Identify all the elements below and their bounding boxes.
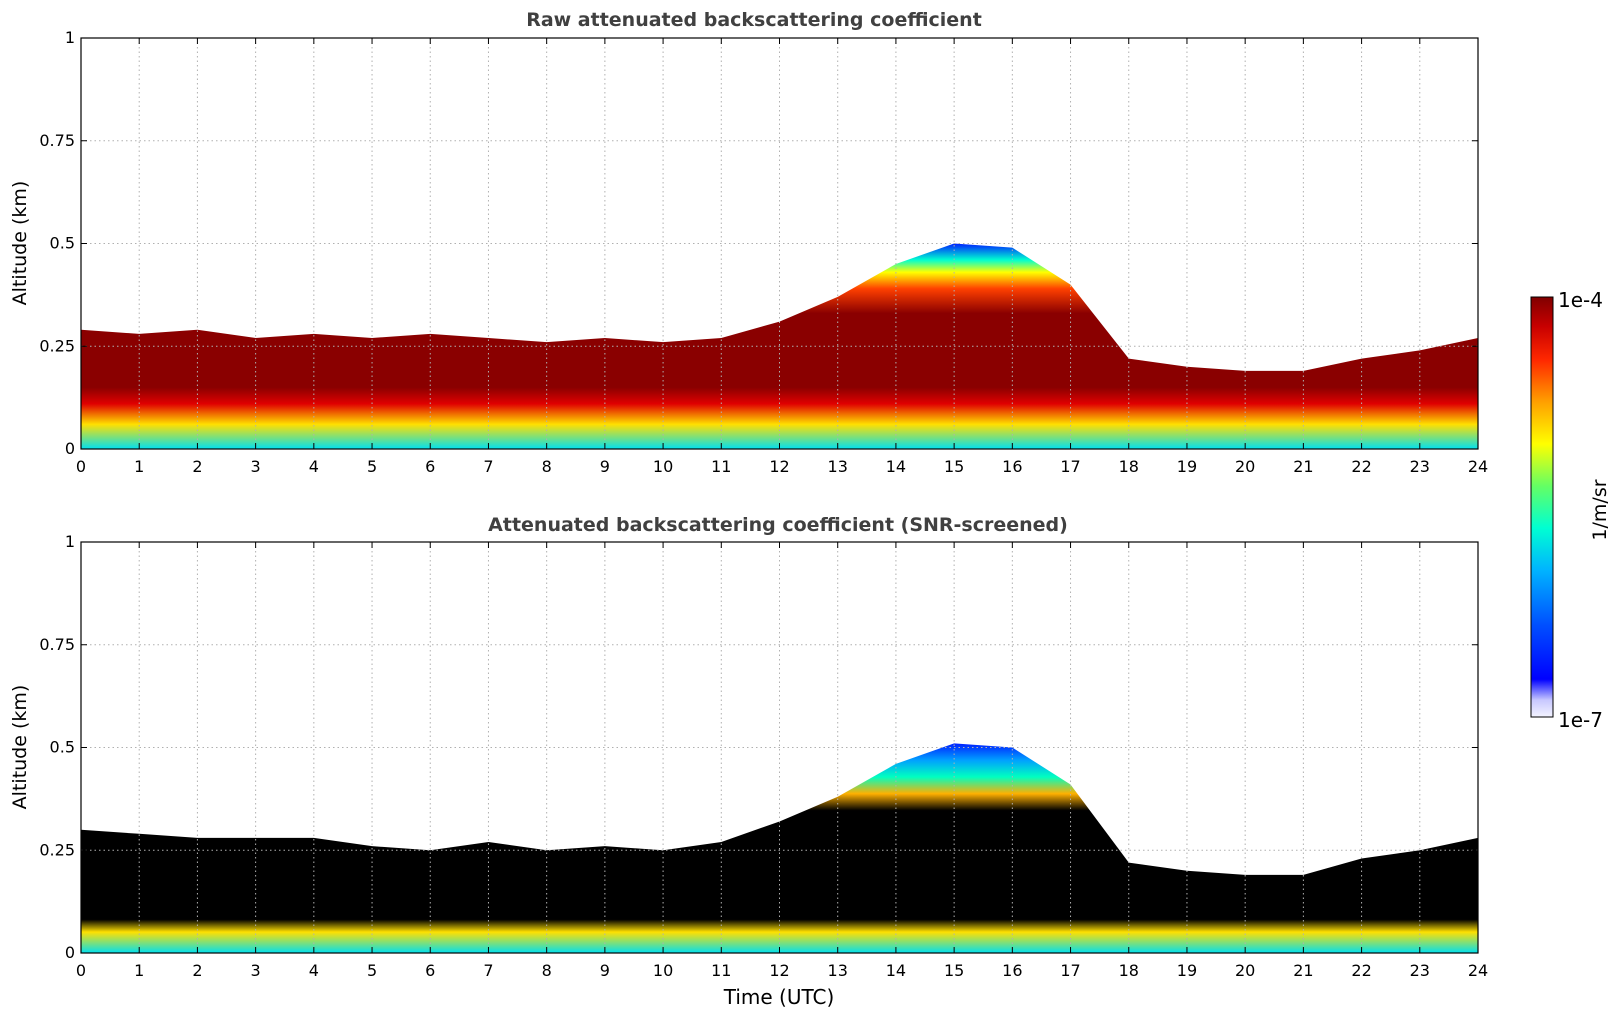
- grid-lines: [81, 38, 1478, 449]
- y-tick-label: 0.75: [39, 635, 75, 654]
- x-tick-label: 12: [769, 961, 789, 980]
- x-tick-label: 6: [425, 457, 435, 476]
- grid-lines: [81, 542, 1478, 953]
- x-tick-label: 14: [886, 457, 906, 476]
- x-tick-label: 22: [1351, 961, 1371, 980]
- y-axis: 0 0.25 0.5 0.75 1: [39, 28, 1478, 458]
- screened-backscatter-panel: Attenuated backscattering coefficient (S…: [9, 514, 1488, 1009]
- colorbar: 1e-4 1e-7 1/m/sr: [1530, 288, 1611, 732]
- y-tick-label: 1: [65, 532, 75, 551]
- x-tick-label: 14: [886, 961, 906, 980]
- x-tick-label: 7: [483, 961, 493, 980]
- y-tick-label: 0.75: [39, 131, 75, 150]
- x-tick-label: 12: [769, 457, 789, 476]
- x-axis: 0 1 2 3 4 5 6 7 8 9 10 11 12 13 14 15 16 17 18 19 20 21 22 23 24: [76, 542, 1488, 980]
- y-tick-label: 1: [65, 28, 75, 47]
- x-tick-label: 13: [828, 961, 848, 980]
- x-tick-label: 23: [1410, 961, 1430, 980]
- x-tick-label: 15: [944, 457, 964, 476]
- x-tick-label: 20: [1235, 457, 1255, 476]
- x-tick-label: 24: [1468, 457, 1488, 476]
- colorbar-unit-label: 1/m/sr: [1589, 479, 1611, 540]
- x-axis-label: Time (UTC): [723, 985, 835, 1009]
- y-tick-label: 0.25: [39, 336, 75, 355]
- x-tick-label: 16: [1002, 457, 1022, 476]
- y-axis-label: Altitude (km): [9, 181, 31, 306]
- x-tick-label: 18: [1119, 457, 1139, 476]
- x-tick-label: 19: [1177, 961, 1197, 980]
- x-tick-label: 9: [600, 457, 610, 476]
- x-tick-label: 21: [1293, 457, 1313, 476]
- x-tick-label: 22: [1351, 457, 1371, 476]
- x-tick-label: 7: [483, 457, 493, 476]
- x-tick-label: 0: [76, 457, 86, 476]
- x-tick-label: 2: [192, 457, 202, 476]
- x-tick-label: 10: [653, 457, 673, 476]
- panel-title: Attenuated backscattering coefficient (S…: [488, 514, 1068, 536]
- colorbar-max-label: 1e-4: [1558, 288, 1603, 312]
- colorbar-min-label: 1e-7: [1558, 708, 1603, 732]
- y-axis: 0 0.25 0.5 0.75 1: [39, 532, 1478, 962]
- colorbar-scale: [1530, 296, 1554, 718]
- y-tick-label: 0.5: [50, 234, 75, 253]
- y-tick-label: 0.5: [50, 738, 75, 757]
- y-axis-label: Altitude (km): [9, 685, 31, 810]
- y-tick-label: 0: [65, 439, 75, 458]
- x-tick-label: 19: [1177, 457, 1197, 476]
- x-tick-label: 9: [600, 961, 610, 980]
- x-tick-label: 13: [828, 457, 848, 476]
- x-tick-label: 0: [76, 961, 86, 980]
- x-tick-label: 17: [1060, 961, 1080, 980]
- x-tick-label: 18: [1119, 961, 1139, 980]
- x-tick-label: 15: [944, 961, 964, 980]
- x-tick-label: 21: [1293, 961, 1313, 980]
- x-tick-label: 8: [542, 961, 552, 980]
- x-tick-label: 2: [192, 961, 202, 980]
- x-tick-label: 10: [653, 961, 673, 980]
- x-tick-label: 11: [711, 457, 731, 476]
- x-tick-label: 1: [134, 457, 144, 476]
- x-tick-label: 1: [134, 961, 144, 980]
- y-tick-label: 0.25: [39, 840, 75, 859]
- panel-title: Raw attenuated backscattering coefficien…: [526, 9, 982, 31]
- x-tick-label: 3: [251, 961, 261, 980]
- x-tick-label: 11: [711, 961, 731, 980]
- x-tick-label: 17: [1060, 457, 1080, 476]
- x-tick-label: 24: [1468, 961, 1488, 980]
- x-tick-label: 4: [309, 457, 319, 476]
- x-tick-label: 8: [542, 457, 552, 476]
- x-tick-label: 5: [367, 457, 377, 476]
- x-tick-label: 6: [425, 961, 435, 980]
- x-axis: 0 1 2 3 4 5 6 7 8 9 10 11 12 13 14 15 16 17 18 19 20 21 22 23 24: [76, 38, 1488, 476]
- x-tick-label: 3: [251, 457, 261, 476]
- x-tick-label: 23: [1410, 457, 1430, 476]
- raw-backscatter-panel: Raw attenuated backscattering coefficien…: [9, 9, 1488, 476]
- x-tick-label: 5: [367, 961, 377, 980]
- x-tick-label: 16: [1002, 961, 1022, 980]
- x-tick-label: 20: [1235, 961, 1255, 980]
- x-tick-label: 4: [309, 961, 319, 980]
- y-tick-label: 0: [65, 943, 75, 962]
